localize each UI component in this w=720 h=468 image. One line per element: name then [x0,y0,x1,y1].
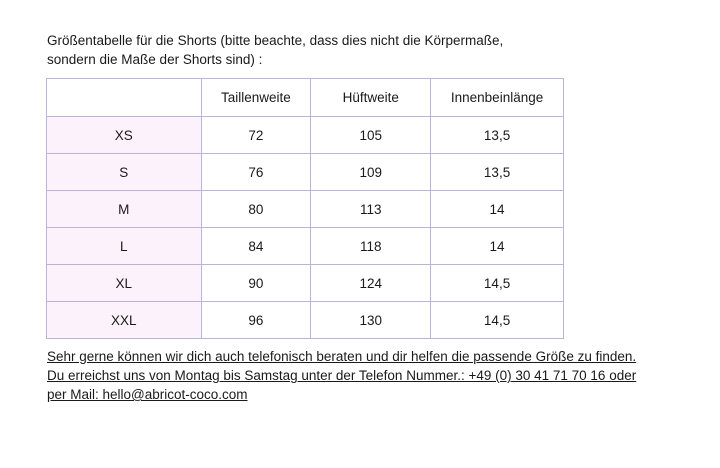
waist-value: 76 [200,153,312,191]
intro-line-1: Größentabelle für die Shorts (bitte beac… [47,33,504,48]
size-label: M [46,190,202,228]
inseam-value: 14,5 [430,301,564,339]
table-row: M 80 113 14 [46,190,564,228]
size-table: Taillenweite Hüftweite Innenbeinlänge XS… [46,78,564,339]
size-label: XL [46,264,202,302]
inseam-value: 13,5 [430,116,564,154]
phone-line[interactable]: Du erreichst uns von Montag bis Samstag … [47,368,637,383]
email-link[interactable]: per Mail: hello@abricot-coco.com [47,387,248,402]
waist-value: 80 [200,190,312,228]
size-label: XXL [46,301,202,339]
intro-text: Größentabelle für die Shorts (bitte beac… [47,31,687,69]
table-row: XL 90 124 14,5 [46,264,564,302]
table-row: L 84 118 14 [46,227,564,265]
hip-value: 109 [310,153,432,191]
header-waist: Taillenweite [200,78,312,117]
advice-line: Sehr gerne können wir dich auch telefoni… [47,349,637,364]
header-inseam: Innenbeinlänge [430,78,564,117]
inseam-value: 14,5 [430,264,564,302]
hip-value: 113 [310,190,432,228]
hip-value: 130 [310,301,432,339]
header-size [46,78,202,117]
size-label: XS [46,116,202,154]
waist-value: 84 [200,227,312,265]
size-label: L [46,227,202,265]
table-row: S 76 109 13,5 [46,153,564,191]
size-label: S [46,153,202,191]
contact-info: Sehr gerne können wir dich auch telefoni… [47,347,707,404]
intro-line-2: sondern die Maße der Shorts sind) : [47,52,263,67]
hip-value: 118 [310,227,432,265]
table-header-row: Taillenweite Hüftweite Innenbeinlänge [46,78,564,117]
inseam-value: 13,5 [430,153,564,191]
inseam-value: 14 [430,190,564,228]
hip-value: 105 [310,116,432,154]
header-hip: Hüftweite [310,78,432,117]
table-row: XXL 96 130 14,5 [46,301,564,339]
hip-value: 124 [310,264,432,302]
table-row: XS 72 105 13,5 [46,116,564,154]
waist-value: 96 [200,301,312,339]
waist-value: 90 [200,264,312,302]
inseam-value: 14 [430,227,564,265]
waist-value: 72 [200,116,312,154]
